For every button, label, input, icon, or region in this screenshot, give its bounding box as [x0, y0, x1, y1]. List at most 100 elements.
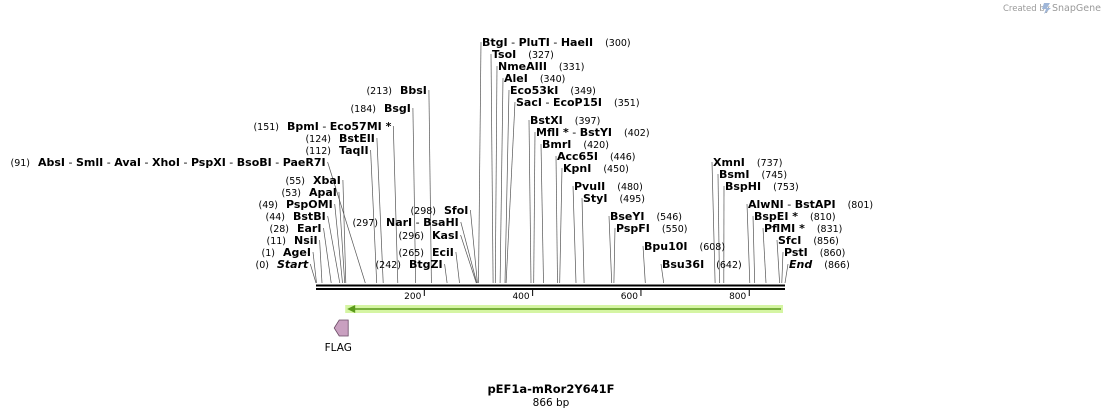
- site-bseyi[interactable]: BseYI (546): [610, 210, 682, 223]
- site-position: (349): [570, 86, 596, 97]
- site-name: BstEII: [339, 132, 375, 145]
- site-name: NarI - BsaHI: [386, 216, 459, 229]
- site-ecii[interactable]: EciI (265): [398, 246, 453, 259]
- site-position: (151): [253, 122, 279, 133]
- site-leader: [572, 185, 577, 284]
- site-btgzi[interactable]: BtgZI (242): [375, 258, 442, 271]
- site-bpmi-group[interactable]: BpmI - Eco57MI * (151): [253, 120, 391, 133]
- site-saci-group[interactable]: SacI - EcoP15I (351): [516, 96, 640, 109]
- site-position: (831): [817, 224, 843, 235]
- site-name: XbaI: [313, 174, 341, 187]
- site-separator: -: [319, 120, 330, 133]
- site-alwni-group[interactable]: AlwNI - BstAPI (801): [748, 198, 873, 211]
- site-position: (340): [540, 74, 566, 85]
- plasmid-length: 866 bp: [533, 397, 570, 409]
- site-leader: [784, 263, 789, 284]
- site-leader: [334, 203, 343, 284]
- site-bsgi[interactable]: BsgI (184): [350, 102, 410, 115]
- site-enzyme: PspOMI: [286, 198, 333, 211]
- site-pflmi[interactable]: PflMI * (831): [764, 222, 842, 235]
- site-bpu10i[interactable]: Bpu10I (608): [644, 240, 725, 253]
- site-enzyme: NmeAIII: [498, 60, 547, 73]
- site-leader: [504, 89, 510, 284]
- site-pspfi[interactable]: PspFI (550): [616, 222, 687, 235]
- site-position: (351): [614, 98, 640, 109]
- site-leader: [711, 161, 716, 284]
- site-absi-group[interactable]: AbsI - SmlI - AvaI - XhoI - PspXI - BsoB…: [10, 156, 325, 169]
- site-agei[interactable]: AgeI (1): [262, 246, 311, 259]
- site-tsoi[interactable]: TsoI (327): [492, 48, 554, 61]
- site-enzyme: PflMI *: [764, 222, 805, 235]
- site-pspomi[interactable]: PspOMI (49): [258, 198, 332, 211]
- site-styi[interactable]: StyI (495): [583, 192, 645, 205]
- site-bstxi[interactable]: BstXI (397): [530, 114, 600, 127]
- site-bmri[interactable]: BmrI (420): [542, 138, 609, 151]
- site-leader: [752, 215, 756, 284]
- site-eco53ki[interactable]: Eco53kI (349): [510, 84, 596, 97]
- site-enzyme: BstBI: [293, 210, 326, 223]
- site-nari-group[interactable]: NarI - BsaHI (297): [352, 216, 458, 229]
- site-leader: [555, 155, 558, 284]
- site-xmni[interactable]: XmnI (737): [713, 156, 782, 169]
- site-leader: [319, 239, 323, 284]
- site-bsmi[interactable]: BsmI (745): [719, 168, 787, 181]
- site-xbai[interactable]: XbaI (55): [285, 174, 340, 187]
- site-sfoi[interactable]: SfoI (298): [410, 204, 468, 217]
- site-position: (184): [350, 104, 376, 115]
- site-enzyme: Eco53kI: [510, 84, 558, 97]
- site-acc65i[interactable]: Acc65I (446): [557, 150, 636, 163]
- site-separator: -: [508, 36, 519, 49]
- site-name: SfoI: [444, 204, 468, 217]
- site-bstbi[interactable]: BstBI (44): [265, 210, 325, 223]
- site-bsteii[interactable]: BstEII (124): [305, 132, 374, 145]
- site-leader: [342, 179, 347, 284]
- site-position: (446): [610, 152, 636, 163]
- site-bbsi[interactable]: BbsI (213): [366, 84, 426, 97]
- site-bsphi[interactable]: BspHI (753): [725, 180, 799, 193]
- site-btgi-group[interactable]: BtgI - PluTI - HaeII (300): [482, 36, 631, 49]
- site-name: BstBI: [293, 210, 326, 223]
- site-end[interactable]: End (866): [789, 258, 850, 271]
- site-leader: [717, 173, 720, 284]
- site-name: BseYI: [610, 210, 644, 223]
- site-kasi[interactable]: KasI (296): [398, 229, 458, 242]
- site-separator: -: [550, 36, 561, 49]
- site-bspei[interactable]: BspEI * (810): [754, 210, 836, 223]
- site-enzyme: PaeR7I: [283, 156, 326, 169]
- site-name: AleI: [504, 72, 528, 85]
- site-enzyme: BsmI: [719, 168, 750, 181]
- site-enzyme: Eco57MI *: [330, 120, 392, 133]
- site-psti[interactable]: PstI (860): [784, 246, 845, 259]
- site-leader: [613, 227, 616, 284]
- site-eari[interactable]: EarI (28): [269, 222, 321, 235]
- site-position: (297): [352, 218, 378, 229]
- site-position: (856): [813, 236, 839, 247]
- site-alei[interactable]: AleI (340): [504, 72, 565, 85]
- site-name: BspEI *: [754, 210, 798, 223]
- site-mfli-group[interactable]: MflI * - BstYI (402): [536, 126, 650, 139]
- site-enzyme: SmlI: [76, 156, 103, 169]
- site-nmeaiii[interactable]: NmeAIII (331): [498, 60, 584, 73]
- site-leader: [323, 227, 332, 284]
- site-name: NsiI: [294, 234, 318, 247]
- site-nsii[interactable]: NsiI (11): [266, 234, 317, 247]
- site-name: AgeI: [283, 246, 311, 259]
- site-sfci[interactable]: SfcI (856): [778, 234, 839, 247]
- site-position: (753): [773, 182, 799, 193]
- site-position: (420): [583, 140, 609, 151]
- site-enzyme: BstEII: [339, 132, 375, 145]
- site-position: (331): [559, 62, 585, 73]
- site-position: (53): [281, 188, 301, 199]
- site-name: MflI * - BstYI: [536, 126, 612, 139]
- site-name: TsoI: [492, 48, 516, 61]
- site-kpni[interactable]: KpnI (450): [563, 162, 629, 175]
- site-apai[interactable]: ApaI (53): [281, 186, 336, 199]
- site-position: (801): [848, 200, 874, 211]
- site-separator: -: [784, 198, 795, 211]
- site-taqii[interactable]: TaqII (112): [305, 144, 368, 157]
- site-enzyme: BbsI: [400, 84, 427, 97]
- site-pvuii[interactable]: PvuII (480): [574, 180, 643, 193]
- site-enzyme: BtgI: [482, 36, 508, 49]
- site-start[interactable]: Start (0): [256, 258, 309, 271]
- site-bsu36i[interactable]: Bsu36I (642): [662, 258, 742, 271]
